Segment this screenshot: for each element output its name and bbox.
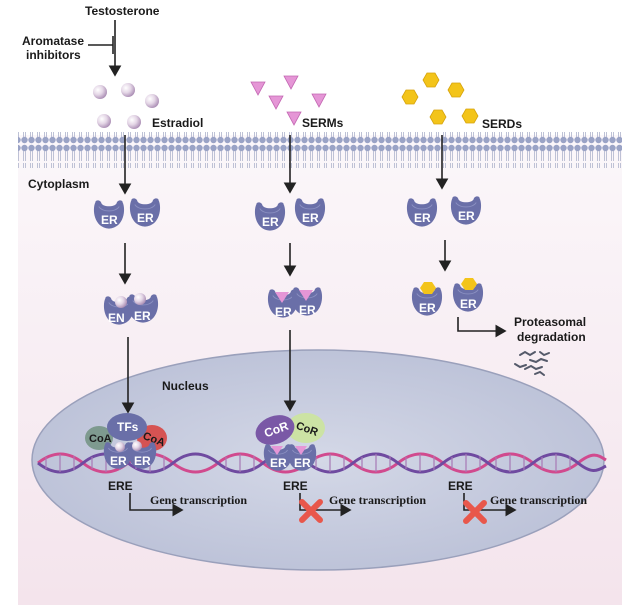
red-x-icon bbox=[299, 499, 323, 523]
corepressor-complex: CoR CoR ER ER bbox=[255, 413, 325, 472]
er-dimer-serm: ER ER bbox=[267, 286, 323, 319]
cell-membrane bbox=[18, 132, 622, 168]
aromatase-label-line2: inhibitors bbox=[26, 48, 81, 62]
svg-text:TFs: TFs bbox=[117, 420, 139, 434]
svg-text:ER: ER bbox=[414, 211, 431, 225]
proteasomal-label-line1: Proteasomal bbox=[514, 315, 586, 329]
estradiol-molecules bbox=[93, 83, 159, 129]
er-monomer-right-col3: ER bbox=[450, 195, 482, 226]
aromatase-label-line1: Aromatase bbox=[22, 34, 84, 48]
gene-transcription-arrow-col1 bbox=[129, 493, 184, 517]
gene-transcription-arrow-col2 bbox=[299, 493, 352, 517]
protein-fragments-icon bbox=[514, 350, 550, 376]
svg-text:CoA: CoA bbox=[89, 433, 112, 445]
svg-text:ER: ER bbox=[262, 215, 279, 229]
degradation-arrow bbox=[457, 317, 507, 338]
estradiol-label: Estradiol bbox=[152, 116, 203, 130]
svg-text:ER: ER bbox=[294, 456, 311, 470]
ere-label-col1: ERE bbox=[108, 479, 133, 493]
svg-text:ER: ER bbox=[110, 454, 127, 468]
svg-text:ER: ER bbox=[275, 305, 292, 319]
gene-transcription-label-col2: Gene transcription bbox=[329, 493, 426, 507]
serms-label: SERMs bbox=[302, 116, 344, 130]
svg-text:ER: ER bbox=[134, 454, 151, 468]
svg-text:ER: ER bbox=[134, 309, 151, 323]
cytoplasm-label: Cytoplasm bbox=[28, 177, 89, 191]
er-monomer-left-col2: ER bbox=[254, 201, 286, 232]
testosterone-label: Testosterone bbox=[85, 4, 160, 18]
svg-text:ER: ER bbox=[137, 211, 154, 225]
er-monomer-left-col1: ER bbox=[93, 199, 125, 230]
er-dimer-estradiol: EN ER bbox=[103, 293, 159, 326]
ere-label-col3: ERE bbox=[448, 479, 473, 493]
serm-molecules bbox=[250, 75, 327, 126]
svg-text:ER: ER bbox=[419, 301, 436, 315]
svg-text:ER: ER bbox=[458, 209, 475, 223]
svg-text:ER: ER bbox=[101, 213, 118, 227]
svg-text:ER: ER bbox=[460, 297, 477, 311]
svg-text:ER: ER bbox=[299, 303, 316, 317]
er-monomer-left-col3: ER bbox=[406, 197, 438, 228]
serds-label: SERDs bbox=[482, 117, 522, 131]
coactivator-complex: CoA CoA TFs ER ER bbox=[85, 413, 167, 470]
proteasomal-label-line2: degradation bbox=[517, 330, 586, 344]
nucleus-label: Nucleus bbox=[162, 379, 209, 393]
svg-text:ER: ER bbox=[302, 211, 319, 225]
svg-text:EN: EN bbox=[108, 311, 125, 325]
er-monomer-right-col2: ER bbox=[294, 197, 326, 228]
gene-transcription-arrow-col3 bbox=[463, 493, 517, 517]
gene-transcription-label-col3: Gene transcription bbox=[490, 493, 587, 507]
gene-transcription-label-col1: Gene transcription bbox=[150, 493, 247, 507]
svg-text:ER: ER bbox=[270, 456, 287, 470]
ere-label-col2: ERE bbox=[283, 479, 308, 493]
serd-molecules bbox=[401, 72, 479, 125]
er-monomer-right-col1: ER bbox=[129, 197, 161, 228]
red-x-icon bbox=[463, 500, 487, 524]
er-serd-left: ER bbox=[411, 282, 443, 317]
er-serd-right: ER bbox=[452, 278, 484, 313]
